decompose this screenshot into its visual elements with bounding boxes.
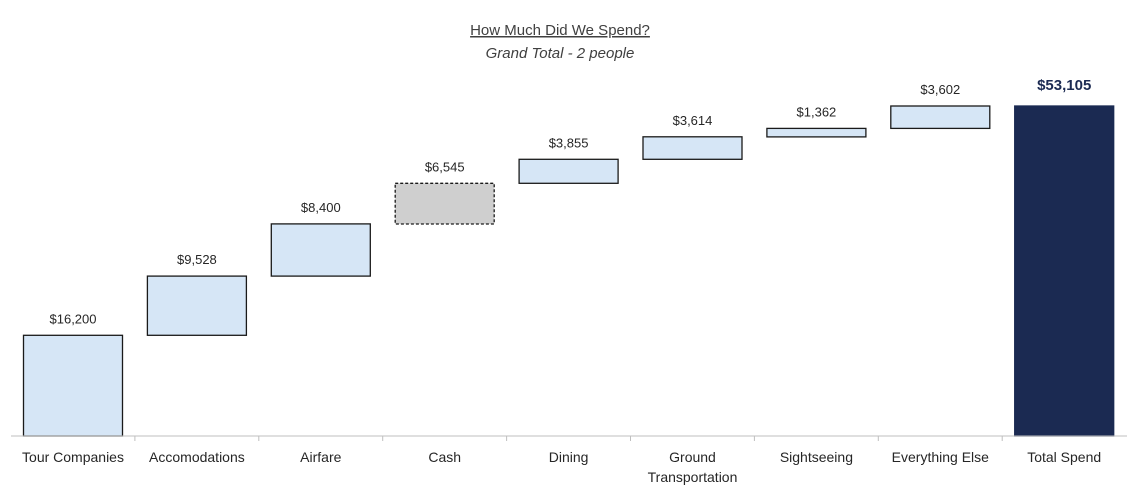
value-label: $8,400 [301,200,341,215]
bar [146,275,248,336]
x-tick-label: Cash [428,449,461,465]
bar-group [22,105,1115,437]
bar [394,182,495,225]
x-tick-label: Total Spend [1027,449,1101,465]
bar [518,158,619,184]
category-label-group: Tour Companies Accomodations Airfare Cash Di… [22,449,1101,485]
value-label: $3,855 [549,135,589,150]
value-label: $6,545 [425,159,465,174]
bar [270,223,371,277]
chart-title: How Much Did We Spend? [470,22,650,39]
x-tick-label: Ground Transportation [648,449,738,485]
chart-subtitle: Grand Total - 2 people [486,45,635,62]
value-label: $53,105 [1037,77,1091,94]
value-label: $16,200 [50,311,97,326]
x-tick-label: Sightseeing [780,449,853,465]
x-tick-label: Tour Companies [22,449,124,465]
value-label: $9,528 [177,252,217,267]
x-tick-label: Dining [549,449,589,465]
value-label: $3,602 [920,82,960,97]
bar [1014,105,1115,437]
bar [766,127,867,138]
x-tick-label: Everything Else [892,449,989,465]
bar [22,334,124,437]
value-label-group: $16,200 $9,528 $8,400 $6,545 $3,855 $3,614 $1,… [50,77,1092,326]
value-label: $1,362 [797,104,837,119]
bar [890,105,991,130]
x-tick-label: Accomodations [149,449,245,465]
value-label: $3,614 [673,113,713,128]
x-tick-label: Airfare [300,449,341,465]
x-axis-ticks [134,436,1003,441]
bar [642,136,743,160]
